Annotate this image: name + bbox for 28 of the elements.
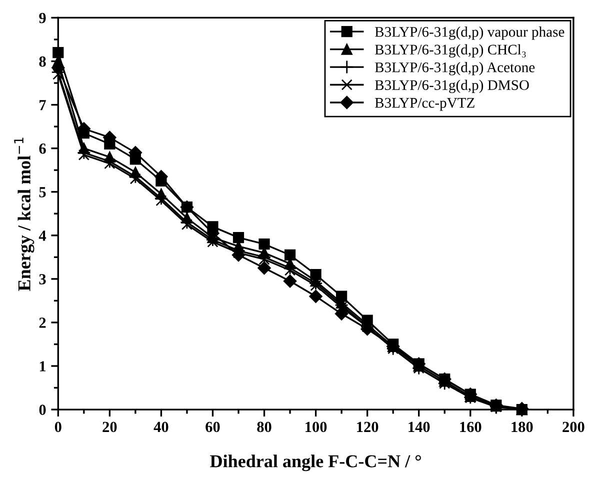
y-axis-title: Energy / kcal mol$^{−1}$ <box>14 138 34 291</box>
x-tick-label: 60 <box>206 422 220 432</box>
y-tick-label: 7 <box>40 100 46 110</box>
y-tick-label: 8 <box>39 56 46 67</box>
y-tick-label: 2 <box>39 318 46 328</box>
x-tick-label: 20 <box>102 422 117 432</box>
y-tick-label: 1 <box>40 361 46 372</box>
legend-label: B3LYP/6-31g(d,p) vapour phase <box>374 26 564 40</box>
x-axis-title: Dihedral angle F-C-C=N / ° <box>210 454 421 472</box>
x-tick-label: 80 <box>257 422 272 432</box>
x-tick-label: 120 <box>357 422 378 432</box>
x-tick-label: 160 <box>460 422 482 432</box>
x-tick-label: 0 <box>54 422 62 432</box>
x-tick-label: 40 <box>154 422 168 432</box>
x-tick-label: 140 <box>408 422 430 432</box>
x-tick-label: 200 <box>562 422 584 432</box>
y-tick-label: 3 <box>39 274 46 284</box>
x-tick-label: 180 <box>512 422 533 432</box>
legend-label: B3LYP/6-31g(d,p) CHCl₃ <box>374 44 526 58</box>
y-tick-label: 6 <box>39 144 46 154</box>
x-tick-label: 100 <box>306 422 327 432</box>
y-tick-label: 0 <box>39 404 46 415</box>
legend-label: B3LYP/cc-pVTZ <box>374 98 474 111</box>
legend-label: B3LYP/6-31g(d,p) DMSO <box>374 80 529 94</box>
legend-label: B3LYP/6-31g(d,p) Acetone <box>374 62 535 76</box>
y-tick-label: 5 <box>39 187 46 198</box>
y-tick-label: 9 <box>39 12 46 24</box>
y-tick-label: 4 <box>38 230 46 241</box>
